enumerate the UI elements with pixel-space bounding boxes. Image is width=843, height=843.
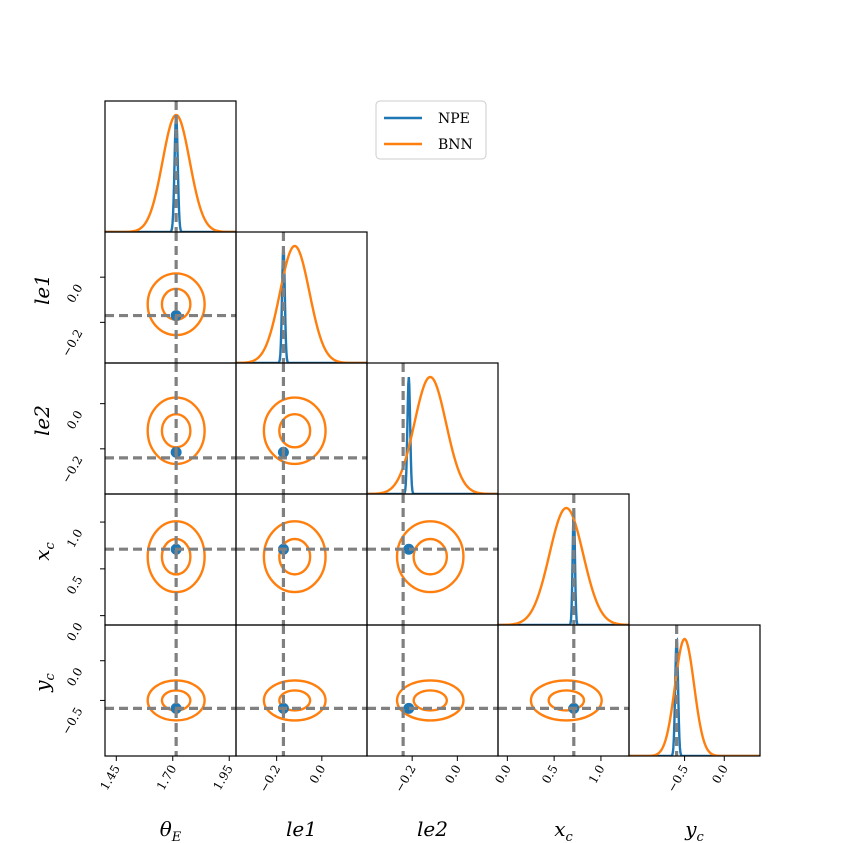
panel-le2-le1 — [235, 362, 368, 495]
panel-frame — [235, 362, 368, 495]
contour-BNN — [262, 520, 327, 594]
y-axis-label-x_c: xc — [30, 542, 58, 561]
legend: NPE BNN — [375, 100, 487, 160]
legend-label-BNN: BNN — [438, 137, 473, 153]
panel-frame — [366, 362, 499, 495]
panel-frame — [366, 493, 499, 626]
contour-BNN — [278, 537, 312, 576]
x-tick-label: 0.0 — [442, 763, 464, 787]
x-tick-label: 0.5 — [539, 763, 561, 787]
panel-y_c-x_c: 0.0 0.5 1.0 xc — [492, 624, 630, 843]
contour-BNN — [262, 679, 327, 722]
panel-frame — [104, 231, 237, 364]
y-tick-label: −0.2 — [59, 327, 86, 359]
panel-x_c-theta_E: 0.0 0.5 1.0 xc — [30, 493, 237, 644]
contour-BNN — [278, 689, 312, 712]
density-NPE — [629, 637, 760, 756]
panel-x_c-x_c — [497, 493, 630, 626]
panel-y_c-le1: −0.2 0.0 le1 — [235, 624, 368, 841]
y-axis-label-le2: le2 — [30, 405, 54, 436]
y-tick-label: 1.0 — [64, 527, 86, 551]
density-BNN — [367, 375, 498, 494]
y-axis-label-le1: le1 — [30, 274, 54, 305]
density-NPE — [105, 115, 236, 232]
contour-BNN — [278, 412, 312, 449]
x-axis-label-x_c: xc — [554, 817, 573, 843]
x-tick-label: 1.95 — [210, 763, 235, 793]
legend-label-NPE: NPE — [438, 111, 470, 127]
panel-frame — [497, 493, 630, 626]
contour-BNN — [395, 679, 465, 722]
contour-BNN — [262, 396, 327, 466]
y-tick-label: 0.0 — [64, 282, 86, 306]
contour-BNN — [146, 679, 206, 722]
x-axis-label-le1: le1 — [286, 817, 317, 841]
panel-le2-le2 — [366, 362, 499, 495]
y-tick-label: −0.2 — [59, 453, 86, 485]
x-tick-label: 0.0 — [307, 763, 329, 787]
contour-BNN — [412, 537, 449, 576]
x-tick-label: 1.45 — [97, 763, 122, 793]
x-tick-label: −0.2 — [392, 763, 419, 795]
panel-frame — [235, 493, 368, 626]
panel-frame — [235, 231, 368, 364]
panel-frame — [628, 624, 761, 757]
x-tick-label: 1.0 — [586, 763, 608, 787]
x-tick-label: 0.0 — [492, 763, 514, 787]
contour-BNN — [529, 679, 603, 722]
panel-y_c-theta_E: 1.45 1.70 1.95 θE −0.5 0.0 yc — [30, 624, 237, 843]
density-BNN — [105, 113, 236, 232]
panel-y_c-le2: −0.2 0.0 le2 — [366, 624, 499, 841]
y-tick-label: −0.5 — [59, 705, 86, 737]
contour-BNN — [395, 520, 465, 594]
x-tick-label: 0.0 — [709, 763, 731, 787]
y-tick-label: 0.5 — [64, 573, 86, 597]
panel-x_c-le2 — [366, 493, 499, 626]
panel-frame — [104, 362, 237, 495]
density-BNN — [236, 244, 367, 363]
panel-y_c-y_c: −0.5 0.0 yc — [628, 624, 761, 843]
panel-x_c-le1 — [235, 493, 368, 626]
y-tick-label: 0.0 — [64, 408, 86, 432]
x-axis-label-le2: le2 — [417, 817, 448, 841]
x-tick-label: 1.70 — [154, 763, 179, 793]
density-NPE — [367, 376, 498, 494]
panel-theta_E-theta_E — [104, 100, 237, 233]
density-BNN — [498, 506, 629, 625]
contour-BNN — [412, 689, 449, 712]
y-tick-label: 0.0 — [64, 620, 86, 644]
x-axis-label-y_c: yc — [684, 817, 704, 843]
panel-le1-le1 — [235, 231, 368, 364]
contour-BNN — [547, 689, 586, 712]
x-tick-label: −0.5 — [664, 763, 691, 795]
x-axis-label-theta_E: θE — [160, 817, 182, 843]
density-BNN — [629, 637, 760, 756]
panel-frame — [104, 100, 237, 233]
panel-le1-theta_E: −0.2 0.0 le1 — [30, 231, 237, 364]
y-axis-label-y_c: yc — [30, 672, 58, 692]
panel-frame — [104, 493, 237, 626]
panel-le2-theta_E: −0.2 0.0 le2 — [30, 362, 237, 495]
x-tick-label: −0.2 — [257, 763, 284, 795]
density-NPE — [498, 509, 629, 625]
density-NPE — [236, 246, 367, 363]
y-tick-label: 0.0 — [64, 665, 86, 689]
